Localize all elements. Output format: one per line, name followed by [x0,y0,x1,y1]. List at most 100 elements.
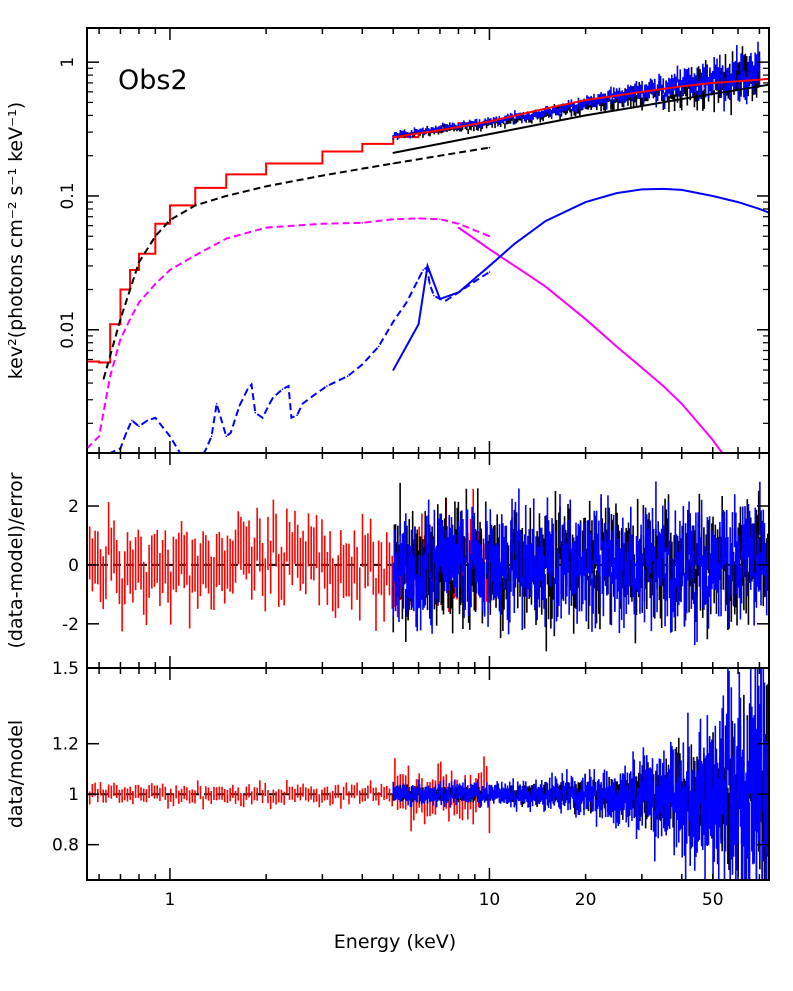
series-8-point [301,402,304,405]
series-4-point [102,378,105,380]
series-7-point [457,226,460,229]
series-7-point [680,402,683,405]
series-9-point [426,265,429,267]
series-line-continuum-nustar- [393,83,769,154]
series-3-point [680,85,683,88]
series-8-point [210,435,213,438]
series-0-point [154,222,157,225]
series-6-point [488,235,491,238]
series-6-point [417,217,420,220]
series-9-point [544,220,547,222]
series-8-point [405,301,408,304]
series-8-point [131,419,133,422]
series-3-point [641,91,643,93]
series-9-point [392,369,395,371]
series-8-point [433,294,435,297]
series-9-point [584,201,587,203]
series-8-point [444,299,447,302]
ratio-y-tick-label: 1.5 [52,659,79,679]
series-4-point [488,146,491,149]
residuals-series-0 [87,488,491,632]
spectrum-y-tick-label: 0.01 [58,311,78,349]
series-7-point [584,318,587,320]
series-6-point [361,222,364,224]
panel-annotation: Obs2 [118,65,188,96]
series-0-point [109,323,111,326]
series-line-continuum-xmm- [102,146,490,380]
series-9-point [513,242,516,245]
series-7-point [737,484,739,486]
series-9-point [488,265,491,267]
series-6-point [457,222,460,225]
series-8-point [488,271,491,273]
series-8-point [290,416,293,419]
series-8-point [312,395,314,397]
series-8-point [377,345,380,348]
series-8-point [254,411,257,414]
series-8-point [125,431,128,434]
series-line-reflection-nustar- [457,226,724,453]
series-0-point [439,125,441,128]
series-9-point [641,188,643,191]
ratio-axes-frame [86,667,770,881]
series-8-point [422,269,424,271]
ratio-y-axis-label: data/model [5,720,27,828]
series-6-point [321,222,324,225]
series-4-point [392,162,395,165]
residuals-panel: -2 0 2 (data-model)/error [5,452,770,669]
series-8-point [417,278,420,280]
series-9-point [758,208,761,210]
series-0-point [129,269,131,271]
series-9-point [662,188,665,190]
series-8-point [215,402,218,405]
series-3-point [544,107,547,110]
residuals-plot-area [87,481,769,652]
residuals-y-tick-label: 0 [68,556,79,576]
series-8-point [146,419,149,422]
series-line-xmm-data-pn- [87,119,491,364]
series-8-point [326,385,328,387]
series-8-point [281,388,284,390]
series-4-point [194,204,197,207]
series-0-point [119,288,122,291]
residuals-y-tick-label: -2 [62,615,79,635]
series-3-point [488,120,491,123]
series-8-point [225,435,228,438]
series-4-point [119,318,122,320]
series-line-total-model [393,77,769,139]
series-8-point [474,280,476,283]
series-7-point [641,366,643,369]
series-4-point [361,167,364,170]
series-8-point [392,320,395,323]
series-5-point [584,114,587,117]
series-line-power-law-nustar- [392,187,769,371]
series-9-point [711,195,714,197]
series-4-point [169,219,171,221]
series-7-point [488,248,491,251]
series-3-point [737,80,739,83]
series-8-point [229,431,232,434]
series-6-point [265,226,267,229]
spectrum-y-tick-label: 1 [58,57,78,68]
series-6-point [169,269,171,271]
ratio-series-2 [392,668,769,880]
series-8-point [103,463,105,465]
series-line-reflection-xmm- [87,217,490,450]
series-9-point [457,291,460,294]
series-0-point [138,252,140,255]
spectrum-plot-area [87,41,769,486]
series-8-point [272,397,274,399]
series-8-point [169,435,171,438]
series-6-point [194,254,197,257]
series-8-point [361,363,364,366]
series-6-point [129,318,131,320]
series-8-point [205,447,208,450]
series-4-point [321,174,324,177]
series-5-point [758,85,761,88]
series-0-point [98,361,100,364]
x-tick-label: 10 [479,890,501,910]
series-9-point [680,189,683,191]
spectrum-panel: 0.01 0.1 1 kev²(photons cm⁻² s⁻¹ keV⁻¹) Obs2 [5,27,770,486]
series-4-point [138,261,140,263]
